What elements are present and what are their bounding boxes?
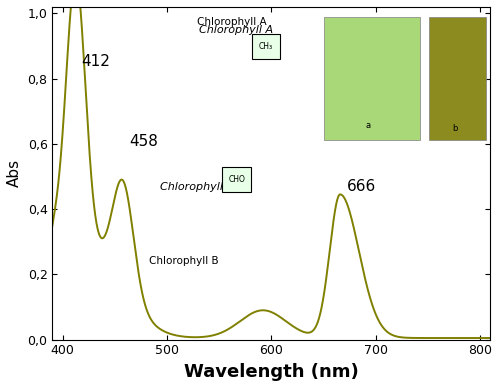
Text: 458: 458 bbox=[130, 133, 158, 149]
Text: Chlorophyll A: Chlorophyll A bbox=[197, 17, 266, 27]
Text: CH₃: CH₃ bbox=[259, 42, 273, 51]
Text: 666: 666 bbox=[346, 179, 376, 194]
Text: CHO: CHO bbox=[228, 175, 245, 184]
FancyBboxPatch shape bbox=[429, 17, 486, 140]
Text: b: b bbox=[452, 125, 458, 133]
Text: 412: 412 bbox=[82, 54, 110, 69]
FancyBboxPatch shape bbox=[170, 40, 289, 173]
X-axis label: Wavelength (nm): Wavelength (nm) bbox=[184, 363, 358, 381]
FancyBboxPatch shape bbox=[222, 166, 250, 192]
Text: a: a bbox=[365, 121, 370, 130]
Text: Chlorophyll B: Chlorophyll B bbox=[149, 256, 218, 267]
Text: Chlorophyll B: Chlorophyll B bbox=[160, 182, 234, 192]
FancyBboxPatch shape bbox=[252, 33, 280, 59]
FancyBboxPatch shape bbox=[324, 17, 420, 140]
Text: Chlorophyll A: Chlorophyll A bbox=[199, 25, 274, 35]
Y-axis label: Abs: Abs bbox=[7, 159, 22, 187]
